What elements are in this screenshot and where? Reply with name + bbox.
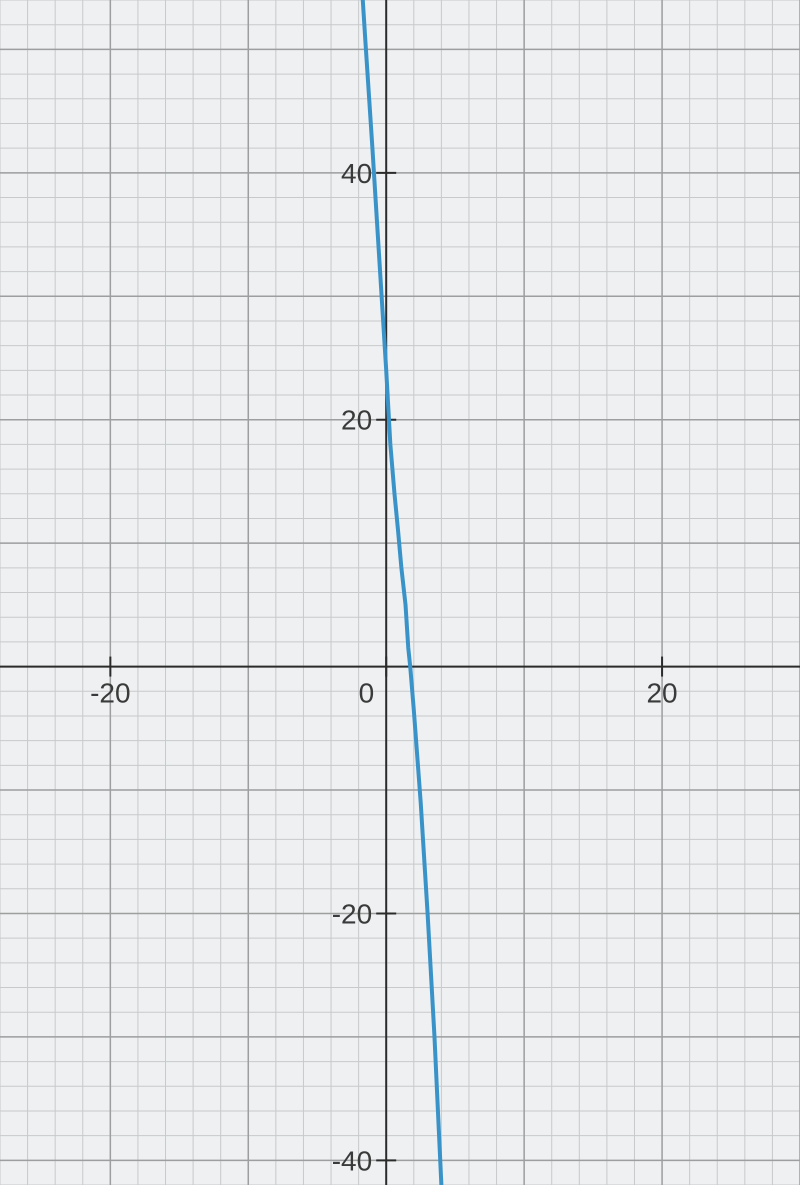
x-tick-label: -20 [90, 678, 130, 709]
x-tick-label: 20 [646, 678, 677, 709]
y-tick-label: 40 [341, 158, 372, 189]
y-tick-label: -40 [332, 1145, 372, 1176]
x-tick-label: 0 [359, 678, 375, 709]
graph-plot: -20 0 20 -40 -20 20 40 [0, 0, 800, 1185]
y-tick-label: -20 [332, 898, 372, 929]
y-tick-label: 20 [341, 405, 372, 436]
